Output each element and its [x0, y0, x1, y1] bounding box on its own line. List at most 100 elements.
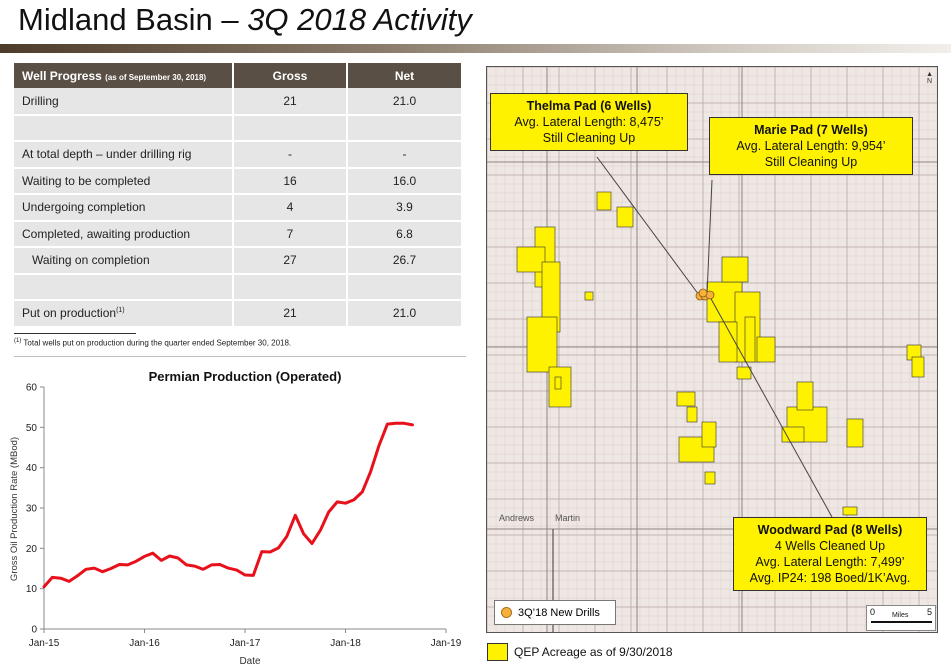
new-drill-marker — [698, 288, 708, 298]
callout-marie-pad: Marie Pad (7 Wells) Avg. Lateral Length:… — [709, 117, 913, 175]
callout-leader-line — [706, 179, 713, 296]
scale-line — [871, 621, 932, 623]
data-point — [143, 555, 146, 558]
header-gross: Gross — [233, 63, 348, 88]
data-point — [126, 564, 129, 566]
county-label-andrews: Andrews — [499, 513, 535, 523]
table-footnote: (1) Total wells put on production during… — [14, 338, 291, 348]
acreage-block — [676, 391, 696, 407]
callout-line: Still Cleaning Up — [764, 155, 858, 169]
data-point — [168, 555, 171, 557]
data-point — [252, 574, 255, 577]
x-tick-label: Jan-18 — [330, 638, 361, 649]
y-tick-label: 30 — [26, 504, 38, 515]
scale-bar: 0 Miles 5 — [866, 605, 936, 631]
callout-leader-line — [596, 156, 700, 296]
data-point — [327, 511, 330, 513]
table-row: Undergoing completion 4 3.9 — [14, 194, 461, 222]
page-title: Midland Basin – 3Q 2018 Activity — [18, 2, 472, 38]
data-point — [177, 557, 179, 559]
chart-title: Permian Production (Operated) — [149, 369, 342, 384]
row-gross: 21 — [233, 300, 348, 328]
acreage-block — [744, 316, 756, 363]
callout-line: Avg. IP24: 198 Boed/1K’Avg. — [749, 571, 911, 585]
acreage-map: ▲ N Thelma Pad (6 Wells) Avg. Lateral Len… — [486, 66, 938, 633]
chart-series — [42, 421, 414, 589]
callout-title: Thelma Pad (6 Wells) — [526, 99, 652, 113]
x-tick-label: Jan-16 — [129, 638, 160, 649]
acreage-block — [911, 356, 925, 378]
acreage-block — [584, 291, 594, 301]
x-tick-label: Jan-19 — [431, 638, 462, 649]
y-tick-label: 50 — [26, 423, 38, 434]
y-tick-label: 40 — [26, 463, 38, 474]
data-point — [353, 499, 355, 501]
row-label: Waiting to be completed — [14, 167, 234, 195]
row-net — [347, 114, 461, 142]
footnote-sup: (1) — [14, 338, 22, 344]
acreage-swatch-icon — [487, 643, 508, 661]
row-gross — [233, 273, 348, 301]
data-point — [294, 514, 297, 517]
row-label-text: Put on production — [22, 306, 117, 321]
row-net: 16.0 — [347, 167, 461, 195]
chart-axes: 0 10 20 30 40 50 60 Jan-15 Jan-16 Jan-17 Jan-18 Jan… — [26, 383, 462, 650]
data-point — [85, 568, 87, 571]
page-title-sub: 3Q 2018 Activity — [247, 2, 472, 37]
data-point — [76, 574, 79, 577]
data-point — [101, 570, 104, 573]
data-point — [193, 565, 196, 567]
data-point — [244, 574, 246, 576]
data-point — [135, 560, 137, 563]
acreage-block — [796, 381, 814, 411]
row-net — [347, 273, 461, 301]
table-row: Completed, awaiting production 7 6.8 — [14, 220, 461, 248]
county-label-martin: Martin — [555, 513, 581, 523]
acreage-block — [736, 366, 752, 380]
acreage-block — [686, 406, 698, 423]
callout-line: Avg. Lateral Length: 8,475’ — [514, 115, 664, 129]
acreage-legend-label: QEP Acreage as of 9/30/2018 — [514, 645, 673, 659]
row-label: Put on production(1) — [14, 300, 234, 328]
data-point — [386, 423, 389, 425]
data-point — [336, 501, 338, 503]
row-net: 21.0 — [347, 300, 461, 328]
row-net: 26.7 — [347, 246, 461, 275]
acreage-block — [846, 418, 864, 448]
acreage-legend: QEP Acreage as of 9/30/2018 — [487, 643, 673, 661]
data-point — [152, 552, 154, 554]
section-divider — [14, 356, 466, 357]
production-chart: Permian Production (Operated) Gross Oil … — [9, 369, 462, 667]
scale-unit: Miles — [892, 612, 909, 619]
north-label: N — [927, 78, 933, 85]
scale-max: 5 — [927, 607, 933, 617]
row-label: Undergoing completion — [14, 194, 234, 222]
row-gross — [233, 114, 348, 142]
data-point — [118, 563, 121, 566]
scale-zero: 0 — [870, 607, 876, 617]
data-point — [59, 577, 62, 579]
table-row: At total depth – under drilling rig - - — [14, 141, 461, 169]
acreage-block — [704, 471, 716, 485]
y-tick-label: 20 — [26, 544, 38, 555]
header-label-text: Well Progress — [22, 68, 102, 83]
table-row: Put on production(1) 21 21.0 — [14, 300, 461, 328]
page-title-main: Midland Basin – — [18, 2, 248, 37]
header-net: Net — [347, 63, 461, 88]
callout-line: Avg. Lateral Length: 9,954’ — [736, 139, 886, 153]
data-point — [286, 535, 288, 538]
data-point — [160, 559, 163, 562]
x-tick-label: Jan-15 — [29, 638, 60, 649]
table-row: Drilling 21 21.0 — [14, 88, 461, 116]
acreage-block — [526, 316, 558, 373]
acreage-block — [781, 426, 805, 443]
title-divider — [0, 44, 951, 53]
data-point — [110, 567, 112, 570]
header-label-note: (as of September 30, 2018) — [105, 72, 207, 82]
chart-xlabel: Date — [239, 656, 261, 667]
well-progress-table: Well Progress (as of September 30, 2018)… — [14, 63, 461, 328]
row-net: 3.9 — [347, 194, 461, 222]
row-label: Waiting on completion — [14, 246, 234, 275]
data-point — [394, 422, 397, 425]
